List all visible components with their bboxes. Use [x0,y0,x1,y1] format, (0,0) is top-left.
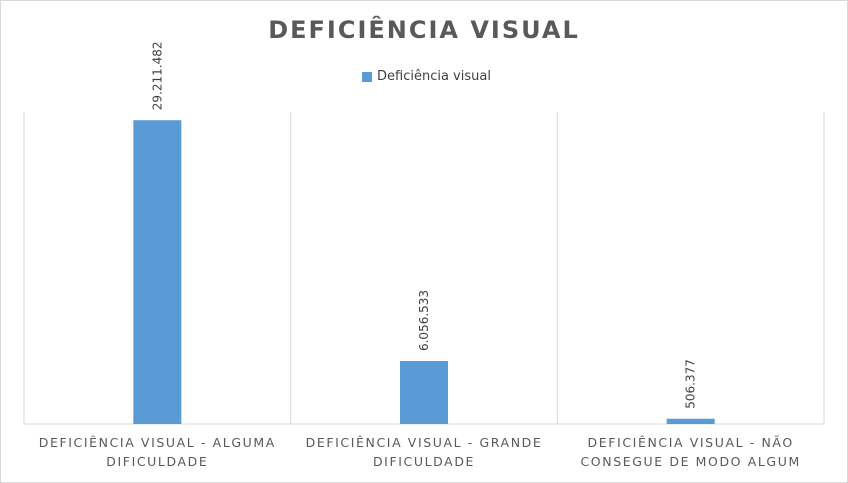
data-label: 29.211.482 [150,41,164,110]
legend-swatch [362,71,372,82]
category-label: DEFICIÊNCIA VISUAL - GRANDE [306,435,543,450]
category-label: DIFICULDADE [373,454,475,469]
chart-title: DEFICIÊNCIA VISUAL [268,16,580,44]
chart-legend: Deficiência visual [362,69,491,84]
bar [666,418,715,424]
category-label: CONSEGUE DE MODO ALGUM [580,454,800,469]
category-label: DEFICIÊNCIA VISUAL - ALGUMA [39,435,276,450]
bar [133,120,182,424]
category-label: DEFICIÊNCIA VISUAL - NÃO [588,435,794,450]
category-label: DIFICULDADE [106,454,208,469]
bar [400,361,448,424]
data-label: 6.056.533 [417,290,431,351]
legend-label: Deficiência visual [377,69,491,84]
data-label: 506.377 [684,359,698,409]
